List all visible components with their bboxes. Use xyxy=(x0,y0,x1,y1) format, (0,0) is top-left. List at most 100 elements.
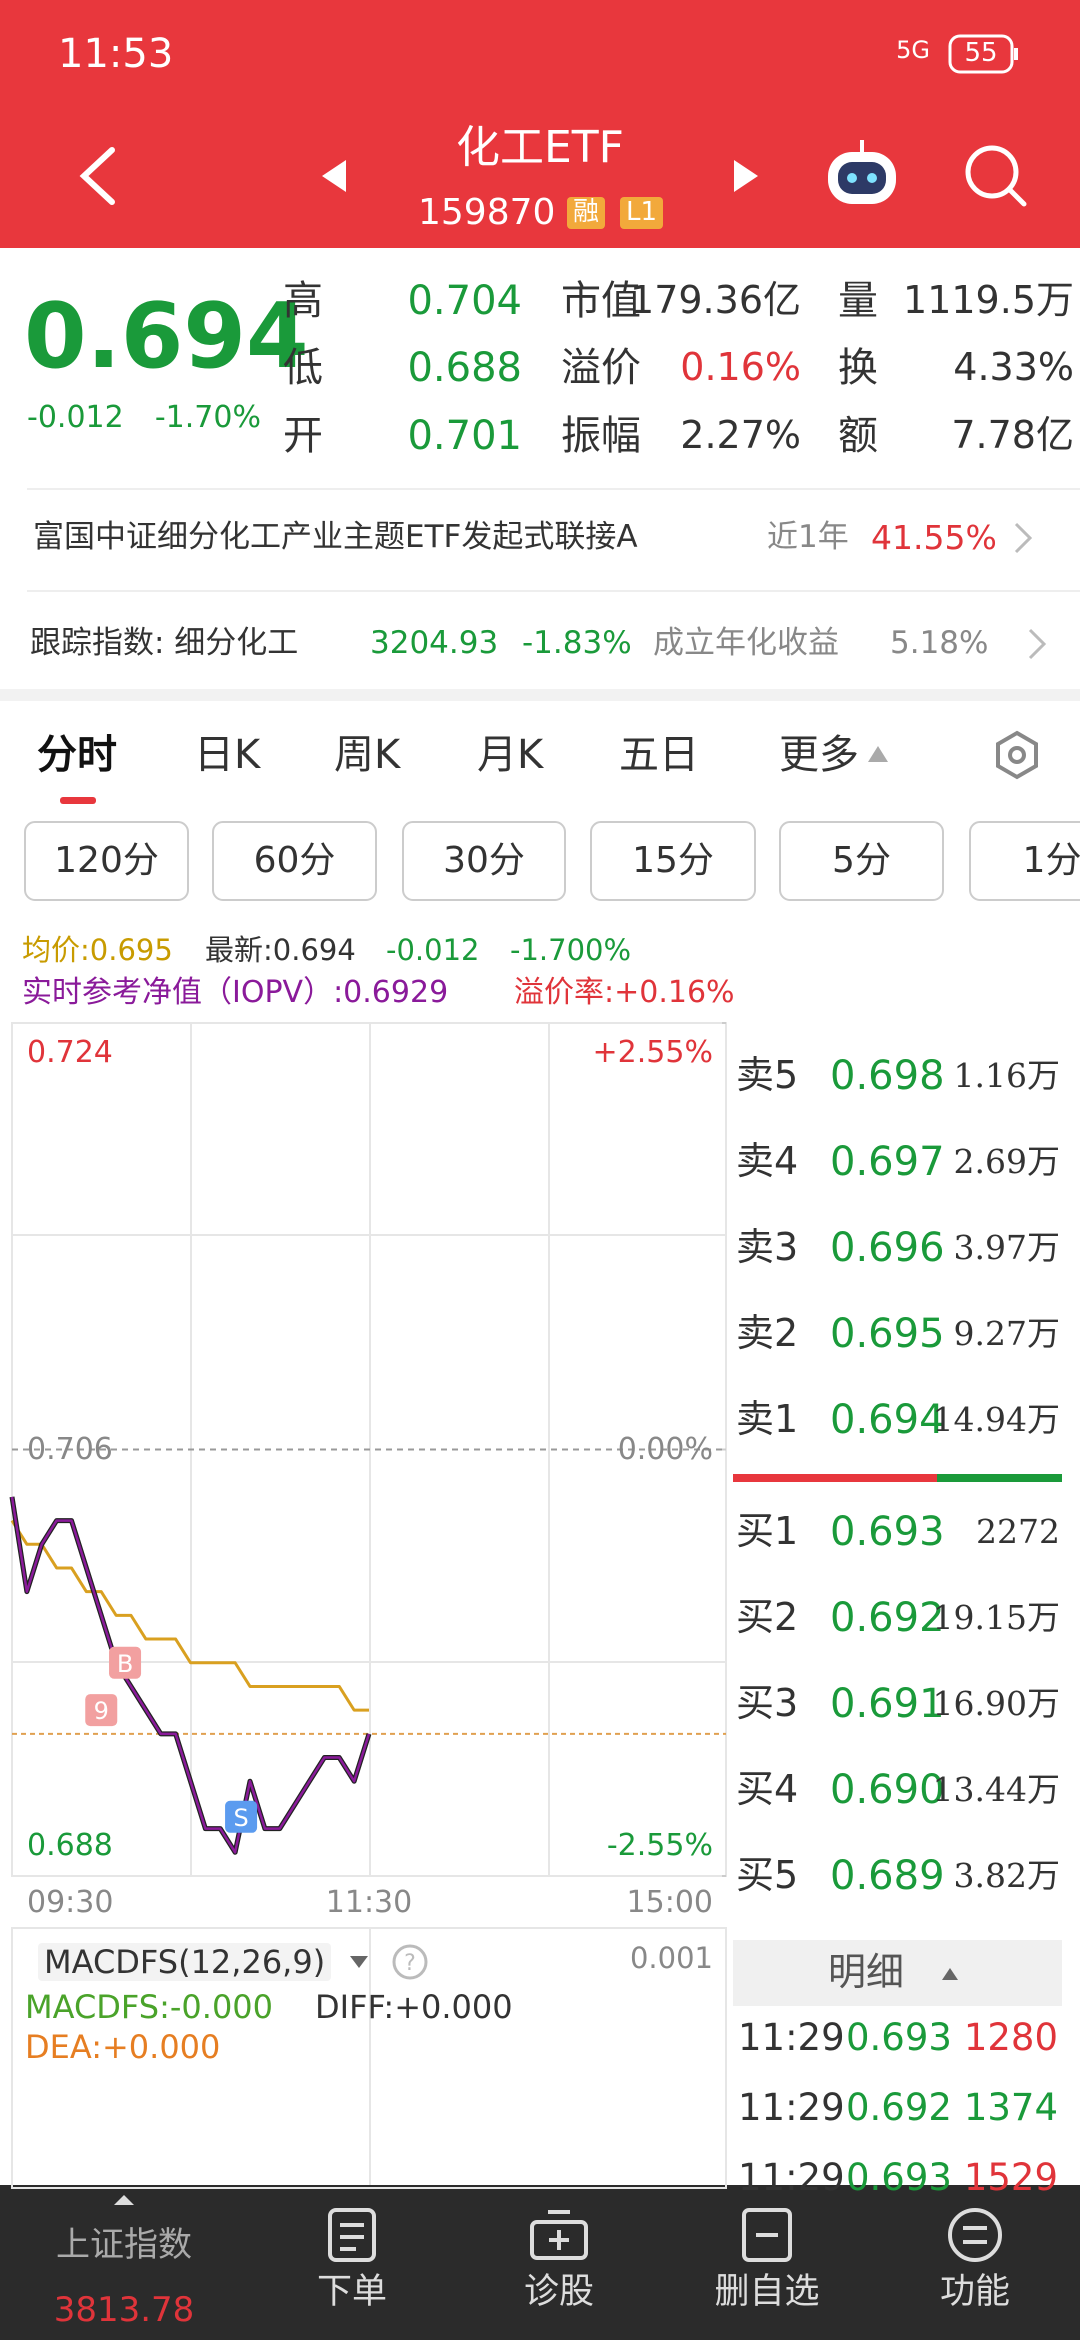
chevrons xyxy=(1014,522,1033,554)
index-label[interactable]: 跟踪指数: 细分化工 xyxy=(30,625,299,662)
nav-icons xyxy=(530,2220,588,2260)
y-tick-label: 0.706 xyxy=(27,1431,113,1467)
tab[interactable]: 日K xyxy=(194,732,261,778)
trade-time: 11:29 xyxy=(738,2155,845,2199)
nav-icons xyxy=(948,2208,1002,2262)
macd-dea: DEA:+0.000 xyxy=(25,2027,221,2066)
next-button[interactable] xyxy=(734,160,758,192)
nav-item[interactable]: 功能 xyxy=(939,2272,1011,2312)
annual-return: 5.18% xyxy=(890,625,989,662)
nav-icons xyxy=(328,2208,376,2262)
book-label: 卖1 xyxy=(736,1397,799,1442)
quote-dividers xyxy=(27,488,1080,592)
macd-help-icon xyxy=(392,1944,428,1980)
book-volume: 2272 xyxy=(976,1512,1060,1552)
book-volume: 1.16万 xyxy=(953,1056,1060,1096)
period-label[interactable]: 5分 xyxy=(832,840,891,882)
x-tick-label: 09:30 xyxy=(27,1885,114,1920)
search-icon[interactable] xyxy=(965,145,1027,207)
macd-dropdown xyxy=(350,1956,368,1968)
period-label[interactable]: 30分 xyxy=(443,840,525,882)
detail-title[interactable]: 明细 xyxy=(828,1950,905,1995)
fund-name[interactable]: 富国中证细分化工产业主题ETF发起式联接A xyxy=(33,519,638,556)
battery-icon xyxy=(1014,48,1018,60)
settings-icon[interactable] xyxy=(996,730,1038,780)
macd-max: 0.001 xyxy=(629,1940,713,1975)
period-button xyxy=(779,821,944,901)
stat-label: 溢价 xyxy=(561,345,641,391)
search-icon xyxy=(1006,186,1027,207)
book-label: 买2 xyxy=(736,1595,799,1640)
x-tick-label: 15:00 xyxy=(626,1885,713,1920)
period-label[interactable]: 1分 xyxy=(1022,840,1080,882)
book-price: 0.697 xyxy=(830,1139,945,1185)
premium: 溢价率:+0.16% xyxy=(514,975,735,1010)
avg-price: 均价:0.695 xyxy=(22,932,173,967)
trade-marker-label: S xyxy=(233,1804,248,1832)
stat-value: 179.36亿 xyxy=(630,278,801,323)
back-button xyxy=(79,147,115,205)
book-divider xyxy=(937,1474,1062,1482)
book-price: 0.693 xyxy=(830,1509,945,1555)
chevrons xyxy=(1014,522,1047,660)
macd-title[interactable]: MACDFS(12,26,9) xyxy=(38,1942,332,1982)
trade-time: 11:29 xyxy=(738,2015,845,2059)
stat-value: 0.16% xyxy=(680,345,801,390)
book-price: 0.694 xyxy=(830,1397,945,1443)
index-value: 3204.93 xyxy=(370,625,499,662)
change: -0.012 xyxy=(27,400,124,435)
stat-value: 0.704 xyxy=(407,278,522,324)
period-label[interactable]: 15分 xyxy=(632,840,714,882)
tab-underline xyxy=(60,797,96,804)
prev-button xyxy=(322,160,346,192)
book-volume: 16.90万 xyxy=(932,1684,1060,1724)
x-tick-label: 11:30 xyxy=(325,1885,413,1920)
nav-index-name[interactable]: 上证指数 xyxy=(56,2224,192,2265)
tab[interactable]: 分时 xyxy=(37,732,117,778)
next-button xyxy=(734,160,758,192)
period-label[interactable]: 120分 xyxy=(54,840,159,882)
header-bg xyxy=(0,0,1080,248)
trade-volume: 1529 xyxy=(963,2155,1058,2199)
detail-header-bg xyxy=(733,1940,1062,2006)
nav-index-value: 3813.78 xyxy=(53,2289,195,2330)
last-price: 0.694 xyxy=(24,284,309,389)
tab-underline xyxy=(60,797,96,804)
book-price: 0.691 xyxy=(830,1681,945,1727)
y2-tick-label: -2.55% xyxy=(606,1828,713,1863)
trade-volume: 1280 xyxy=(963,2015,1058,2059)
nav-item[interactable]: 诊股 xyxy=(523,2272,595,2312)
trade-marker-label: 9 xyxy=(94,1697,109,1725)
index-change: -1.83% xyxy=(522,625,632,662)
nav-icons xyxy=(742,2208,792,2262)
book-price: 0.690 xyxy=(830,1767,945,1813)
trade-price: 0.693 xyxy=(846,2015,952,2059)
book-volume: 3.97万 xyxy=(953,1228,1060,1268)
book-label: 卖3 xyxy=(736,1225,799,1270)
macd-diff: DIFF:+0.000 xyxy=(315,1987,513,2026)
stat-value: 1119.5万 xyxy=(903,278,1074,323)
trade-time: 11:29 xyxy=(738,2085,845,2129)
more-arrow xyxy=(868,746,888,762)
tab[interactable]: 月K xyxy=(477,732,544,778)
back-button[interactable] xyxy=(79,147,115,205)
change-pct: -1.70% xyxy=(154,400,261,435)
tab[interactable]: 五日 xyxy=(619,732,699,778)
tab[interactable]: 更多 xyxy=(779,732,859,778)
robot-icon[interactable] xyxy=(828,140,896,204)
fund-period: 近1年 xyxy=(767,519,849,556)
prev-button[interactable] xyxy=(322,160,346,192)
chevrons xyxy=(1028,628,1047,660)
nav-item[interactable]: 下单 xyxy=(316,2272,388,2312)
period-label[interactable]: 60分 xyxy=(253,840,336,882)
book-label: 卖5 xyxy=(736,1053,799,1098)
period-button xyxy=(590,821,756,901)
title: 化工ETF xyxy=(456,121,624,173)
trade-volume: 1374 xyxy=(963,2085,1058,2129)
y2-tick-label: 0.00% xyxy=(617,1431,713,1467)
tab[interactable]: 周K xyxy=(334,732,401,778)
macd-help-icon[interactable]: ? xyxy=(392,1944,428,1980)
nav-item[interactable]: 删自选 xyxy=(714,2272,820,2312)
trade-marker xyxy=(109,1646,142,1679)
book-volume: 13.44万 xyxy=(932,1770,1060,1810)
